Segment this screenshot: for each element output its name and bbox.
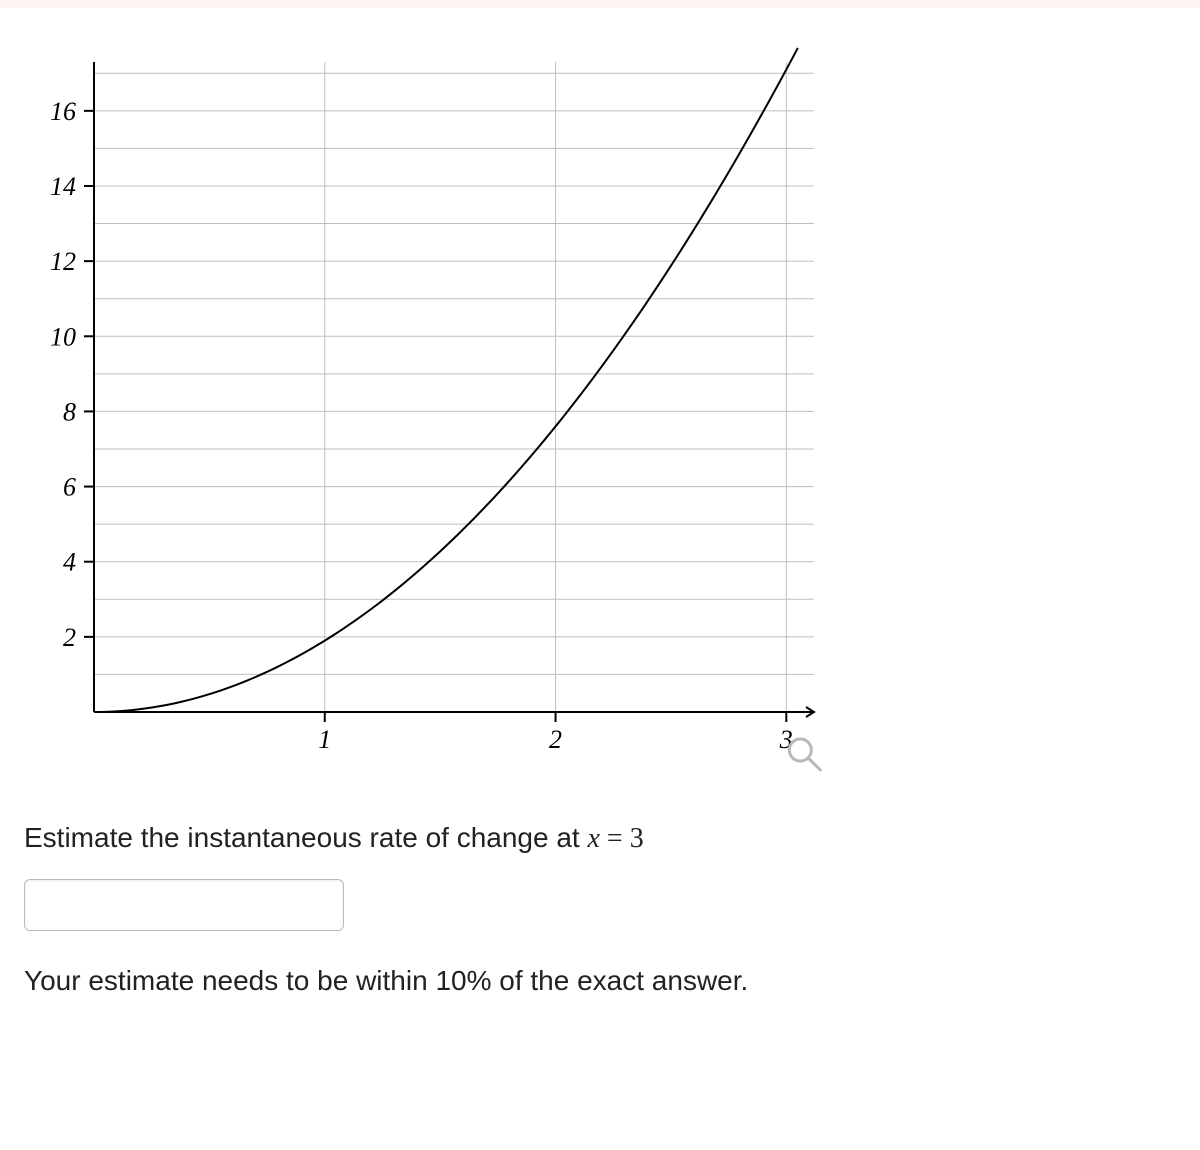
svg-text:2: 2 [549, 725, 562, 754]
answer-input[interactable] [24, 879, 344, 931]
tolerance-note: Your estimate needs to be within 10% of … [24, 965, 1176, 997]
svg-text:14: 14 [50, 172, 76, 201]
curve-chart: 246810121416123 [24, 32, 844, 772]
highlight-stripe [0, 0, 1200, 8]
svg-text:2: 2 [63, 623, 76, 652]
svg-text:6: 6 [63, 473, 76, 502]
question-prefix: Estimate the instantaneous rate of chang… [24, 822, 587, 853]
svg-text:4: 4 [63, 548, 76, 577]
svg-text:16: 16 [50, 97, 76, 126]
svg-text:10: 10 [50, 322, 76, 351]
chart-container: 246810121416123 [24, 32, 1176, 772]
svg-text:12: 12 [50, 247, 76, 276]
page: 246810121416123 Estimate the instantaneo… [0, 0, 1200, 1037]
content: 246810121416123 Estimate the instantaneo… [0, 8, 1200, 1037]
question-variable: x [587, 823, 599, 854]
svg-text:8: 8 [63, 397, 76, 426]
svg-text:1: 1 [318, 725, 331, 754]
question-text: Estimate the instantaneous rate of chang… [24, 822, 1176, 855]
question-equals: = [600, 823, 630, 854]
question-value: 3 [630, 823, 644, 854]
